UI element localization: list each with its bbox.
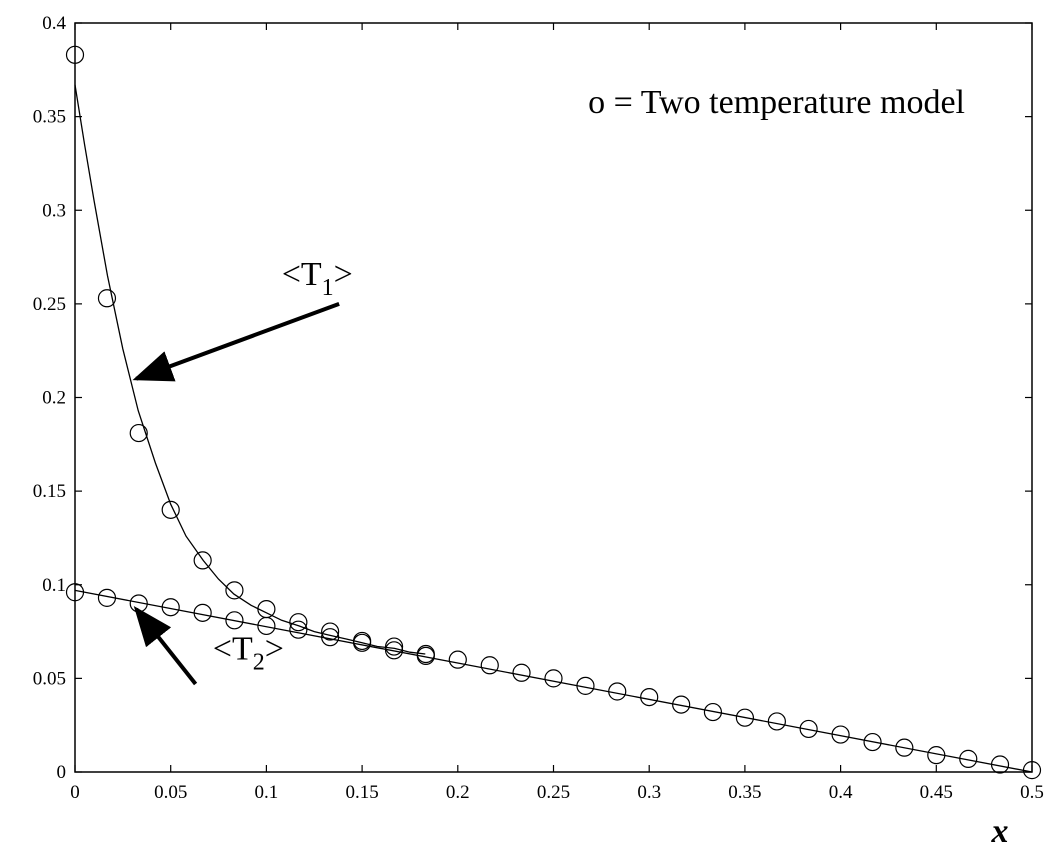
- data-point-series-2: [735, 708, 755, 727]
- data-point-series-2: [1022, 761, 1042, 780]
- data-point-series-2: [608, 682, 627, 701]
- data-point-series-2: [703, 702, 723, 722]
- data-point-series-2: [895, 738, 914, 757]
- data-point-series-2: [831, 725, 850, 744]
- data-point-series-2: [959, 749, 978, 768]
- x-tick-label: 0.05: [154, 782, 187, 803]
- x-tick-label: 0.1: [255, 782, 279, 803]
- annotation-label-1: <T1>: [282, 256, 353, 301]
- annotation-label-end: >: [334, 256, 353, 293]
- data-point-series-1: [97, 289, 117, 308]
- data-point-series-1: [129, 423, 148, 443]
- x-axis-label: x: [991, 813, 1009, 850]
- data-point-series-2: [512, 663, 531, 682]
- annotation-label-subscript: 1: [322, 275, 334, 301]
- annotation-label-subscript: 2: [253, 650, 265, 676]
- y-tick-label: 0: [57, 762, 67, 783]
- annotation-label-main: <T: [282, 256, 322, 293]
- data-point-series-1: [225, 581, 244, 600]
- data-point-series-2: [257, 616, 276, 636]
- data-point-series-2: [193, 603, 212, 622]
- data-point-series-1: [289, 613, 308, 632]
- series-line-2: [74, 589, 1033, 773]
- data-point-series-1: [257, 599, 276, 619]
- data-point-series-2: [576, 676, 595, 695]
- data-point-series-2: [384, 641, 404, 660]
- data-point-series-1: [161, 500, 180, 519]
- legend-text: o = Two temperature model: [588, 84, 965, 121]
- x-tick-label: 0.2: [446, 782, 470, 803]
- x-tick-label: 0.35: [728, 782, 761, 803]
- data-point-series-2: [672, 695, 691, 714]
- y-tick-label: 0.25: [33, 294, 66, 315]
- data-point-series-2: [353, 633, 372, 652]
- data-point-series-1: [65, 45, 85, 64]
- data-point-series-2: [321, 628, 340, 647]
- data-point-series-2: [416, 646, 435, 666]
- annotation-label-2: <T2>: [213, 631, 284, 676]
- series-line-1: [74, 84, 426, 655]
- data-point-series-2: [863, 732, 882, 752]
- series-markers: [65, 45, 1042, 780]
- x-tick-label: 0.4: [829, 782, 853, 803]
- data-point-series-2: [480, 656, 499, 675]
- y-tick-label: 0.4: [42, 13, 66, 34]
- data-point-series-2: [225, 611, 244, 630]
- x-tick-label: 0.45: [920, 782, 953, 803]
- data-point-series-1: [384, 637, 404, 656]
- data-point-series-1: [321, 622, 340, 641]
- annotation-label-main: <T: [213, 631, 253, 668]
- data-point-series-2: [990, 755, 1010, 774]
- annotation-label-end: >: [265, 631, 284, 668]
- x-tick-label: 0: [70, 782, 80, 803]
- y-tick-label: 0.3: [42, 200, 66, 221]
- y-tick-label: 0.2: [42, 388, 66, 409]
- annotation-arrow-1: [132, 301, 340, 382]
- data-point-series-2: [927, 746, 946, 765]
- annotations: <T1><T2>: [132, 256, 353, 686]
- data-point-series-2: [544, 669, 563, 688]
- data-point-series-2: [448, 650, 467, 669]
- data-point-series-2: [799, 719, 818, 739]
- y-tick-label: 0.35: [33, 107, 66, 128]
- annotation-arrow-2: [133, 605, 198, 686]
- y-tick-label: 0.1: [42, 575, 66, 596]
- x-tick-label: 0.5: [1020, 782, 1044, 803]
- data-point-series-2: [640, 687, 659, 707]
- y-tick-label: 0.05: [33, 668, 66, 689]
- data-point-series-2: [767, 712, 786, 731]
- y-tick-label: 0.15: [33, 481, 66, 502]
- x-tick-label: 0.3: [637, 782, 661, 803]
- x-tick-label: 0.25: [537, 782, 570, 803]
- data-point-series-2: [289, 620, 308, 639]
- x-tick-label: 0.15: [345, 782, 378, 803]
- series-lines: [74, 84, 1033, 773]
- data-point-series-2: [97, 588, 117, 607]
- data-point-series-2: [65, 583, 85, 602]
- tick-labels: 0 0.05 0.1 0.15 0.2 0.25 0.3 0.35 0.4 0.45 0.5 0 0.0…: [33, 13, 1044, 803]
- data-point-series-1: [193, 551, 212, 570]
- data-point-series-1: [416, 644, 435, 664]
